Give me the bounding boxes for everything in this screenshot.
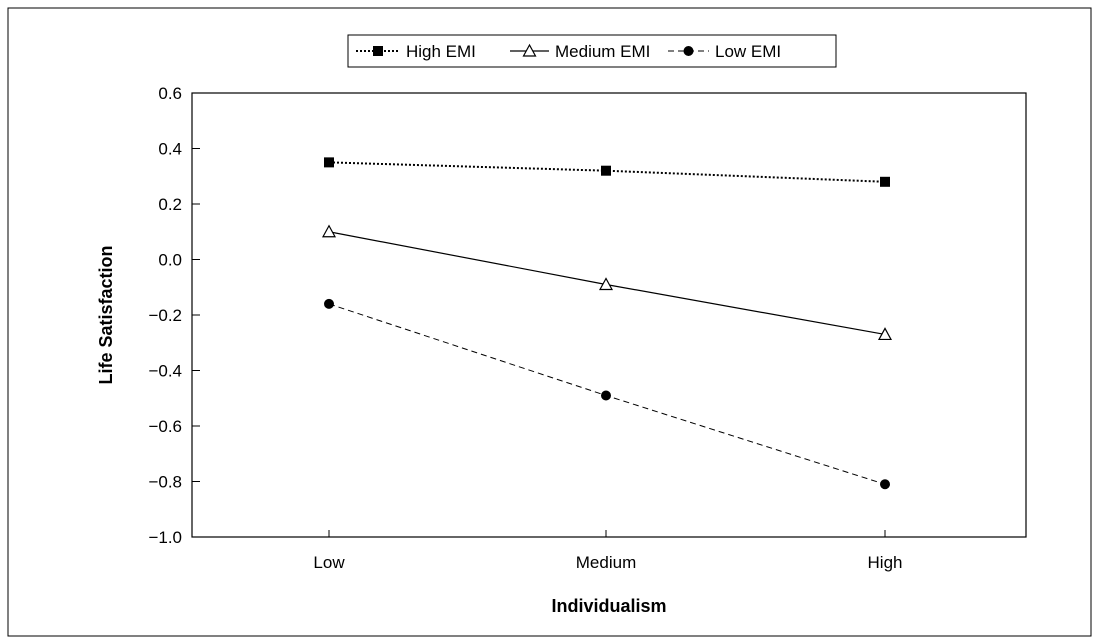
series-high-emi [324, 157, 890, 187]
y-tick-label: 0.4 [158, 140, 182, 159]
legend-item: Low EMI [668, 42, 781, 61]
legend: High EMI Medium EMI Low EMI [347, 34, 837, 68]
plot-area [191, 92, 1027, 538]
data-point [324, 298, 334, 309]
legend-label: High EMI [406, 42, 476, 61]
data-point [324, 157, 334, 168]
y-tick-label: 0.0 [158, 251, 182, 270]
data-point [880, 176, 890, 187]
x-tick-label: Medium [576, 553, 636, 572]
y-tick-label: −0.2 [148, 306, 182, 325]
legend-marker [373, 46, 383, 56]
data-point [598, 277, 614, 291]
y-tick-label: 0.2 [158, 195, 182, 214]
y-axis-title: Life Satisfaction [96, 245, 116, 384]
legend-item: Medium EMI [510, 42, 650, 61]
x-tick-label: High [868, 553, 903, 572]
figure-border [7, 7, 1092, 637]
series-layer [321, 157, 893, 490]
data-point [877, 327, 893, 341]
y-tick-label: −0.4 [148, 362, 182, 381]
legend-marker [522, 43, 537, 57]
data-point [601, 165, 611, 176]
series-medium-emi [321, 224, 893, 341]
y-axis: 0.6 0.4 0.2 0.0 −0.2 −0.4 −0.6 −0.8 −1.0 [148, 84, 200, 547]
legend-label: Low EMI [715, 42, 781, 61]
x-axis-title: Individualism [551, 596, 666, 616]
y-tick-label: −0.8 [148, 473, 182, 492]
y-tick-label: 0.6 [158, 84, 182, 103]
y-tick-label: −0.6 [148, 417, 182, 436]
x-tick-label: Low [313, 553, 345, 572]
data-point [321, 224, 337, 238]
legend-marker [683, 46, 694, 56]
x-axis: Low Medium High [313, 530, 902, 572]
legend-label: Medium EMI [555, 42, 650, 61]
data-point [601, 390, 611, 401]
legend-box [347, 34, 837, 68]
series-low-emi [324, 298, 890, 490]
data-point [880, 479, 890, 490]
y-tick-label: −1.0 [148, 528, 182, 547]
legend-item: High EMI [356, 42, 476, 61]
